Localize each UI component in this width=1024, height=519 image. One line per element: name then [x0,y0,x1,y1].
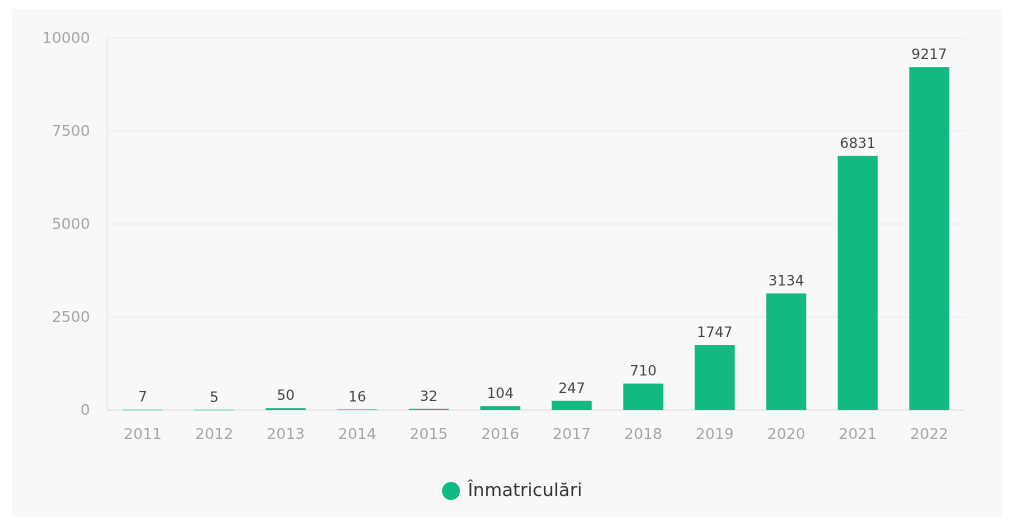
data-label-2011: 7 [138,390,147,406]
bar-2013 [265,408,306,410]
data-label-2019: 1747 [697,325,733,341]
bar-2018 [623,383,664,410]
x-tick-label: 2013 [267,425,305,443]
legend: Înmatriculări [0,480,1024,501]
x-tick-label: 2011 [124,425,162,443]
y-tick-label: 7500 [52,122,90,140]
bar-2015 [408,408,449,410]
data-label-2014: 16 [348,389,366,405]
data-label-2012: 5 [210,390,219,406]
data-label-2018: 710 [630,364,657,380]
data-label-2016: 104 [487,386,514,402]
x-tick-label: 2021 [839,425,877,443]
data-label-2015: 32 [420,389,438,405]
x-tick-label: 2014 [338,425,376,443]
data-label-2020: 3134 [768,273,804,289]
data-label-2017: 247 [558,381,585,397]
x-tick-label: 2018 [624,425,662,443]
y-tick-label: 5000 [52,215,90,233]
x-tick-label: 2017 [553,425,591,443]
data-label-2022: 9217 [911,47,947,63]
chart-panel [12,9,1002,517]
y-tick-label: 0 [80,401,90,419]
bar-2017 [551,400,592,410]
bar-2019 [694,345,735,410]
bar-2021 [837,155,878,410]
x-tick-label: 2022 [910,425,948,443]
bar-2012 [194,409,235,411]
bar-2011 [122,409,163,411]
bar-2016 [480,406,521,410]
x-tick-label: 2020 [767,425,805,443]
bar-2022 [909,67,950,411]
x-tick-label: 2019 [696,425,734,443]
x-tick-label: 2015 [410,425,448,443]
legend-label[interactable]: Înmatriculări [467,480,583,501]
y-tick-label: 2500 [52,308,90,326]
data-label-2021: 6831 [840,136,876,152]
y-tick-label: 10000 [42,29,90,47]
x-tick-label: 2012 [195,425,233,443]
bar-2014 [337,409,378,410]
bar-2020 [766,293,807,410]
data-label-2013: 50 [277,388,295,404]
legend-swatch [441,481,460,500]
x-tick-label: 2016 [481,425,519,443]
